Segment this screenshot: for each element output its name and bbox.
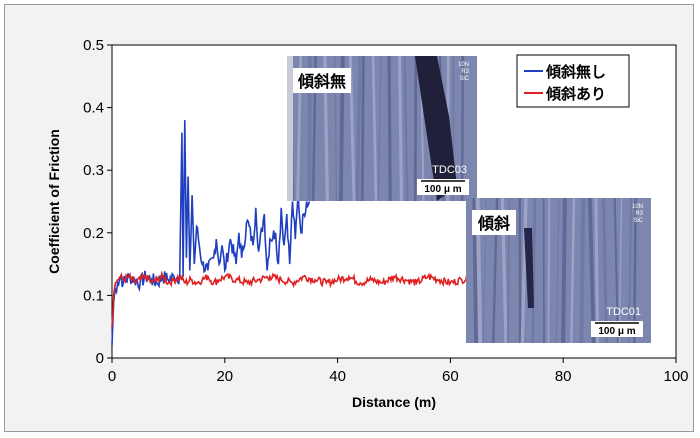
x-tick-label: 40	[329, 368, 346, 385]
inset-corner-text: 10N	[632, 204, 643, 210]
micrograph-streak	[415, 56, 416, 201]
legend-label: 傾斜あり	[545, 85, 606, 103]
y-tick-label: 0.3	[83, 162, 104, 179]
inset-corner-text: SiC	[459, 76, 469, 82]
micrograph-streak	[362, 56, 363, 201]
inset-corner-text: 10N	[458, 62, 469, 68]
x-tick-label: 60	[442, 368, 459, 385]
micrograph-streak	[400, 56, 402, 201]
legend-label: 傾斜無し	[545, 63, 606, 81]
inset-sample-code: TDC01	[606, 306, 641, 318]
micrograph-edge	[287, 56, 293, 201]
scale-bar-label: 100 μ m	[424, 184, 461, 195]
x-tick-label: 0	[108, 368, 116, 385]
scale-bar-label: 100 μ m	[598, 326, 635, 337]
y-tick-label: 0	[96, 350, 104, 367]
inset-label: 傾斜	[477, 214, 510, 233]
inset-corner-text: SiC	[633, 218, 643, 224]
micrograph-streak	[581, 198, 583, 343]
y-tick-label: 0.2	[83, 225, 104, 242]
inset-corner-text: R3	[461, 69, 469, 75]
x-tick-label: 80	[555, 368, 572, 385]
x-tick-label: 100	[663, 368, 688, 385]
y-axis-label: Coefficient of Friction	[46, 129, 62, 274]
y-tick-label: 0.4	[83, 100, 104, 117]
micrograph-streak	[389, 56, 390, 201]
micrograph-streak	[548, 198, 549, 343]
y-tick-label: 0.5	[83, 37, 104, 54]
x-axis-label: Distance (m)	[352, 394, 436, 410]
inset-label: 傾斜無	[297, 72, 346, 91]
inset-corner-text: R3	[635, 211, 643, 217]
y-tick-label: 0.1	[83, 287, 104, 304]
micrograph-streak	[563, 198, 565, 343]
inset-sample-code: TDC03	[432, 164, 467, 176]
x-tick-label: 20	[216, 368, 233, 385]
